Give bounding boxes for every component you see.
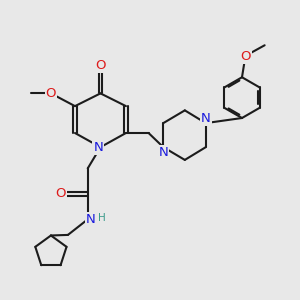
Text: H: H bbox=[98, 213, 106, 223]
Text: O: O bbox=[240, 50, 250, 62]
Text: O: O bbox=[56, 188, 66, 200]
Text: N: N bbox=[93, 141, 103, 154]
Text: N: N bbox=[201, 112, 211, 124]
Text: O: O bbox=[46, 87, 56, 100]
Text: N: N bbox=[158, 146, 168, 159]
Text: O: O bbox=[95, 58, 106, 72]
Text: N: N bbox=[86, 213, 96, 226]
